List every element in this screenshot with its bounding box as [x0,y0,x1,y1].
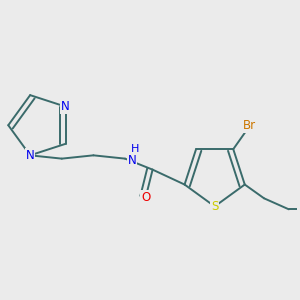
Text: N: N [26,149,34,162]
Text: N: N [61,100,70,113]
Text: Br: Br [243,119,256,132]
Text: O: O [141,191,150,204]
Text: H: H [130,144,139,154]
Text: N: N [128,154,136,166]
Text: S: S [211,200,218,213]
